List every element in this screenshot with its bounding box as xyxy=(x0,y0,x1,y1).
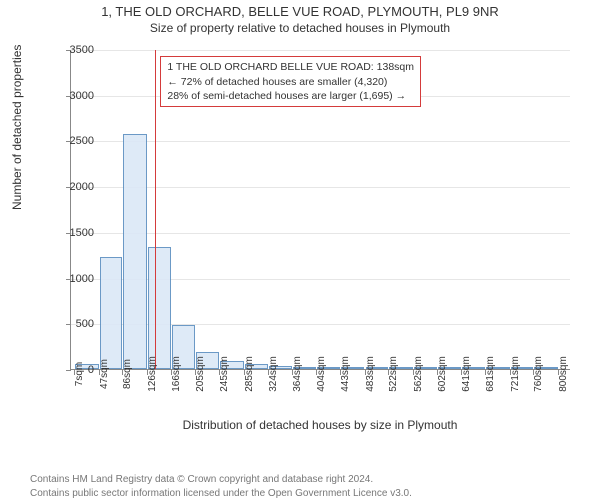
x-tick-label: 562sqm xyxy=(413,356,424,392)
footer-line-2: Contains public sector information licen… xyxy=(30,487,412,501)
histogram-bar xyxy=(100,257,123,369)
x-tick-label: 205sqm xyxy=(195,356,206,392)
annotation-box: 1 THE OLD ORCHARD BELLE VUE ROAD: 138sqm… xyxy=(160,56,421,107)
y-tick-label: 2500 xyxy=(44,135,94,147)
x-axis-label: Distribution of detached houses by size … xyxy=(70,418,570,432)
page-subtitle: Size of property relative to detached ho… xyxy=(0,21,600,35)
x-tick-label: 285sqm xyxy=(244,356,255,392)
gridline-h xyxy=(71,50,570,51)
x-tick-label: 245sqm xyxy=(219,356,230,392)
x-tick-label: 602sqm xyxy=(437,356,448,392)
footer-line-1: Contains HM Land Registry data © Crown c… xyxy=(30,473,412,487)
y-tick-label: 500 xyxy=(44,318,94,330)
plot-area: 1 THE OLD ORCHARD BELLE VUE ROAD: 138sqm… xyxy=(70,50,570,370)
x-tick-label: 721sqm xyxy=(510,356,521,392)
histogram-bar xyxy=(148,247,171,370)
x-tick-label: 800sqm xyxy=(558,356,569,392)
footer-attribution: Contains HM Land Registry data © Crown c… xyxy=(30,473,412,500)
annotation-line: 1 THE OLD ORCHARD BELLE VUE ROAD: 138sqm xyxy=(167,60,414,74)
y-tick-label: 3000 xyxy=(44,90,94,102)
x-tick-label: 364sqm xyxy=(292,356,303,392)
x-tick-label: 681sqm xyxy=(485,356,496,392)
y-tick-label: 0 xyxy=(44,364,94,376)
y-tick-label: 1000 xyxy=(44,273,94,285)
chart-container: Number of detached properties 1 THE OLD … xyxy=(0,42,600,432)
page-title: 1, THE OLD ORCHARD, BELLE VUE ROAD, PLYM… xyxy=(0,4,600,19)
x-tick-label: 760sqm xyxy=(533,356,544,392)
x-tick-label: 404sqm xyxy=(316,356,327,392)
annotation-line: ← 72% of detached houses are smaller (4,… xyxy=(167,75,414,89)
y-tick-label: 1500 xyxy=(44,227,94,239)
x-tick-label: 126sqm xyxy=(147,356,158,392)
x-tick-label: 166sqm xyxy=(171,356,182,392)
reference-line xyxy=(155,50,156,369)
x-tick-label: 443sqm xyxy=(340,356,351,392)
x-tick-label: 522sqm xyxy=(388,356,399,392)
annotation-line: 28% of semi-detached houses are larger (… xyxy=(167,89,414,103)
x-tick-label: 47sqm xyxy=(99,359,110,389)
x-tick-label: 86sqm xyxy=(122,359,133,389)
histogram-bar xyxy=(123,134,146,369)
x-tick-label: 641sqm xyxy=(461,356,472,392)
y-tick-label: 3500 xyxy=(44,44,94,56)
x-tick-label: 324sqm xyxy=(268,356,279,392)
x-tick-label: 483sqm xyxy=(365,356,376,392)
y-tick-label: 2000 xyxy=(44,181,94,193)
